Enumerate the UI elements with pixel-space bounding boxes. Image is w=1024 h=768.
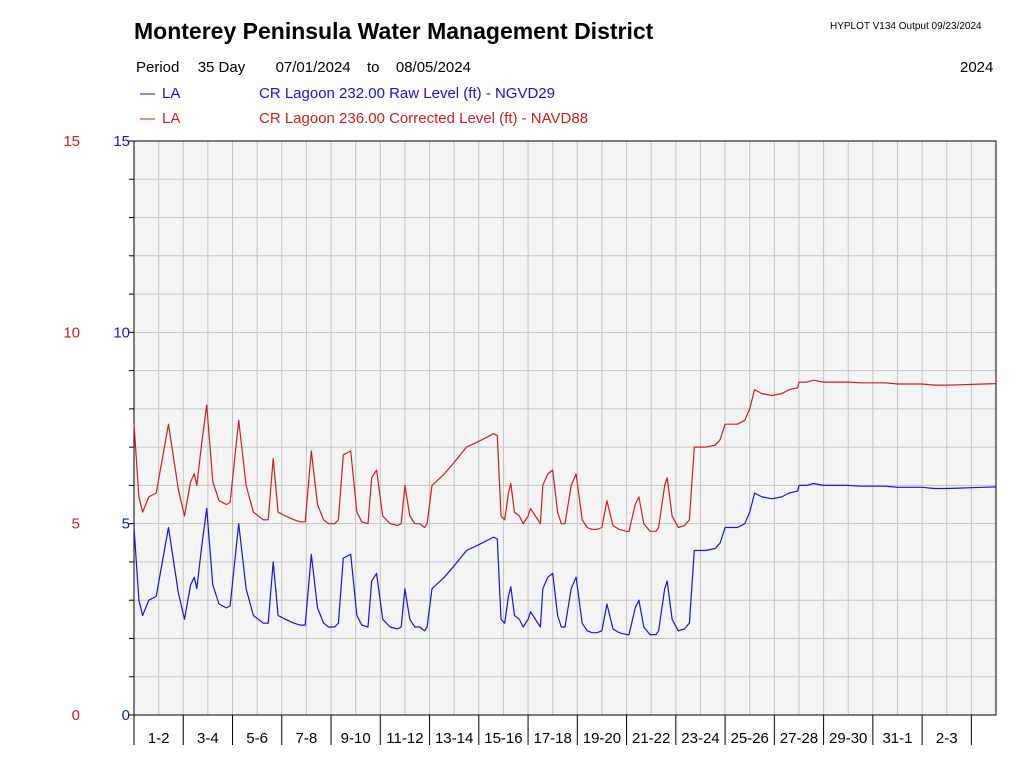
start-date: 07/01/2024: [275, 59, 351, 76]
to-word: to: [367, 59, 380, 76]
series-line-corrected: [133, 379, 997, 532]
legend-code: LA: [162, 110, 181, 127]
period-length: 35 Day: [197, 59, 246, 76]
y-tick-label-raw: 10: [113, 324, 130, 341]
y-tick-label-corrected: 15: [63, 133, 80, 150]
x-tick-label: 2-3: [936, 730, 958, 747]
legend-series-name: CR Lagoon 232.00 Raw Level (ft) - NGVD29: [259, 85, 555, 102]
period-label: Period: [136, 59, 180, 76]
y-tick-label-corrected: 0: [72, 707, 80, 724]
x-tick-label: 27-28: [780, 730, 818, 747]
y-tick-label-corrected: 5: [72, 516, 80, 533]
chart-title: Monterey Peninsula Water Management Dist…: [134, 18, 654, 44]
legend-entry-raw: — LA CR Lagoon 232.00 Raw Level (ft) - N…: [140, 85, 740, 105]
x-tick-label: 9-10: [341, 730, 371, 747]
plot-area: [134, 141, 996, 715]
y-tick-label-raw: 15: [113, 133, 130, 150]
end-date: 08/05/2024: [395, 59, 471, 76]
y-tick-label-corrected: 10: [63, 324, 80, 341]
x-tick-label: 15-16: [484, 730, 522, 747]
legend-line-symbol: —: [140, 110, 155, 127]
x-tick-label: 21-22: [632, 730, 670, 747]
x-tick-label: 7-8: [296, 730, 318, 747]
legend-code: LA: [162, 85, 181, 102]
x-tick-label: 17-18: [533, 730, 571, 747]
x-tick-label: 29-30: [829, 730, 867, 747]
x-tick-label: 11-12: [386, 730, 423, 747]
legend-entry-corrected: — LA CR Lagoon 236.00 Corrected Level (f…: [140, 110, 740, 130]
x-tick-label: 5-6: [246, 730, 268, 747]
x-tick-label: 23-24: [681, 730, 719, 747]
year-label: 2024: [960, 59, 994, 76]
x-tick-label: 25-26: [731, 730, 769, 747]
y-tick-label-raw: 5: [122, 516, 130, 533]
x-tick-label: 1-2: [148, 730, 170, 747]
x-tick-label: 13-14: [435, 730, 473, 747]
period-line: Period 35 Day 07/01/2024 to 08/05/2024: [136, 59, 471, 76]
output-stamp: HYPLOT V134 Output 09/23/2024: [830, 21, 982, 32]
x-tick-label: 31-1: [882, 730, 912, 747]
legend-series-name: CR Lagoon 236.00 Corrected Level (ft) - …: [259, 110, 589, 127]
y-tick-label-raw: 0: [122, 707, 130, 724]
legend-line-symbol: —: [140, 85, 155, 102]
series-line-raw: [133, 482, 997, 636]
x-tick-label: 3-4: [197, 730, 219, 747]
x-tick-label: 19-20: [583, 730, 621, 747]
